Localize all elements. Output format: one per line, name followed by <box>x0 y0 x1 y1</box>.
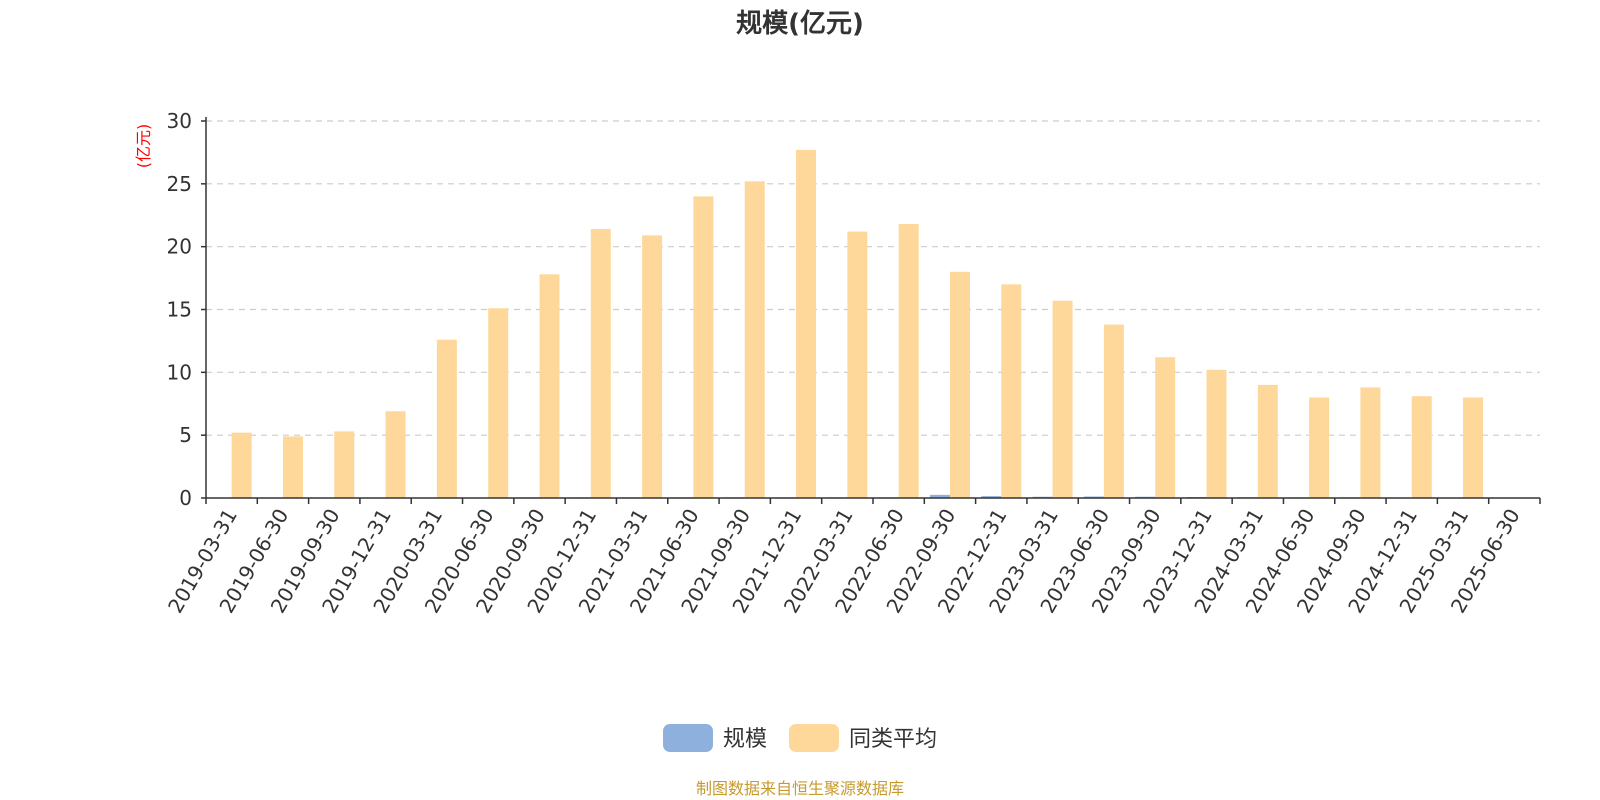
bar-tonglei-pingjun <box>847 231 868 498</box>
data-source-note: 制图数据来自恒生聚源数据库 <box>696 779 904 798</box>
bar-tonglei-pingjun <box>898 224 919 498</box>
y-tick-label: 10 <box>167 360 192 384</box>
bar-tonglei-pingjun <box>693 196 714 498</box>
legend-label[interactable]: 同类平均 <box>849 727 937 752</box>
bar-guimo <box>929 494 950 498</box>
bar-tonglei-pingjun <box>590 229 611 498</box>
bar-tonglei-pingjun <box>642 235 663 498</box>
y-tick-label: 25 <box>167 172 192 196</box>
y-tick-label: 0 <box>179 486 192 510</box>
bar-tonglei-pingjun <box>1103 324 1124 498</box>
bar-tonglei-pingjun <box>1309 397 1330 498</box>
y-tick-label: 15 <box>167 298 192 322</box>
bars <box>211 149 1515 499</box>
legend-swatch[interactable] <box>789 724 839 752</box>
bar-tonglei-pingjun <box>231 432 252 498</box>
bar-tonglei-pingjun <box>1155 357 1176 498</box>
bar-tonglei-pingjun <box>1257 384 1278 498</box>
y-axis-unit-label: (亿元) <box>134 124 153 169</box>
bar-tonglei-pingjun <box>1052 300 1073 498</box>
legend-label[interactable]: 规模 <box>723 727 767 752</box>
chart-title: 规模(亿元) <box>736 9 864 39</box>
y-tick-labels: 0 5 10 15 20 25 30 <box>167 109 192 510</box>
y-tick-label: 30 <box>167 109 192 133</box>
legend-swatch[interactable] <box>663 724 713 752</box>
bar-tonglei-pingjun <box>744 181 765 498</box>
bar-tonglei-pingjun <box>488 308 509 498</box>
legend[interactable]: 规模 同类平均 <box>663 724 937 752</box>
bar-tonglei-pingjun <box>1463 397 1484 498</box>
y-tick-label: 5 <box>179 423 192 447</box>
bar-tonglei-pingjun <box>334 431 355 498</box>
bar-tonglei-pingjun <box>282 436 303 498</box>
bar-tonglei-pingjun <box>1411 396 1432 498</box>
y-tick-label: 20 <box>167 235 192 259</box>
bar-tonglei-pingjun <box>949 271 970 498</box>
bar-tonglei-pingjun <box>1001 284 1022 498</box>
bar-tonglei-pingjun <box>539 274 560 498</box>
x-tick-labels: 2019-03-312019-06-302019-09-302019-12-31… <box>163 505 1525 618</box>
grid-lines <box>206 120 1540 436</box>
axes <box>201 117 1541 504</box>
bar-tonglei-pingjun <box>385 411 406 498</box>
bar-tonglei-pingjun <box>796 149 817 499</box>
bar-guimo <box>981 496 1002 498</box>
bar-guimo <box>1083 496 1104 498</box>
bar-tonglei-pingjun <box>1360 387 1381 498</box>
bar-tonglei-pingjun <box>436 339 457 498</box>
bar-tonglei-pingjun <box>1206 369 1227 498</box>
